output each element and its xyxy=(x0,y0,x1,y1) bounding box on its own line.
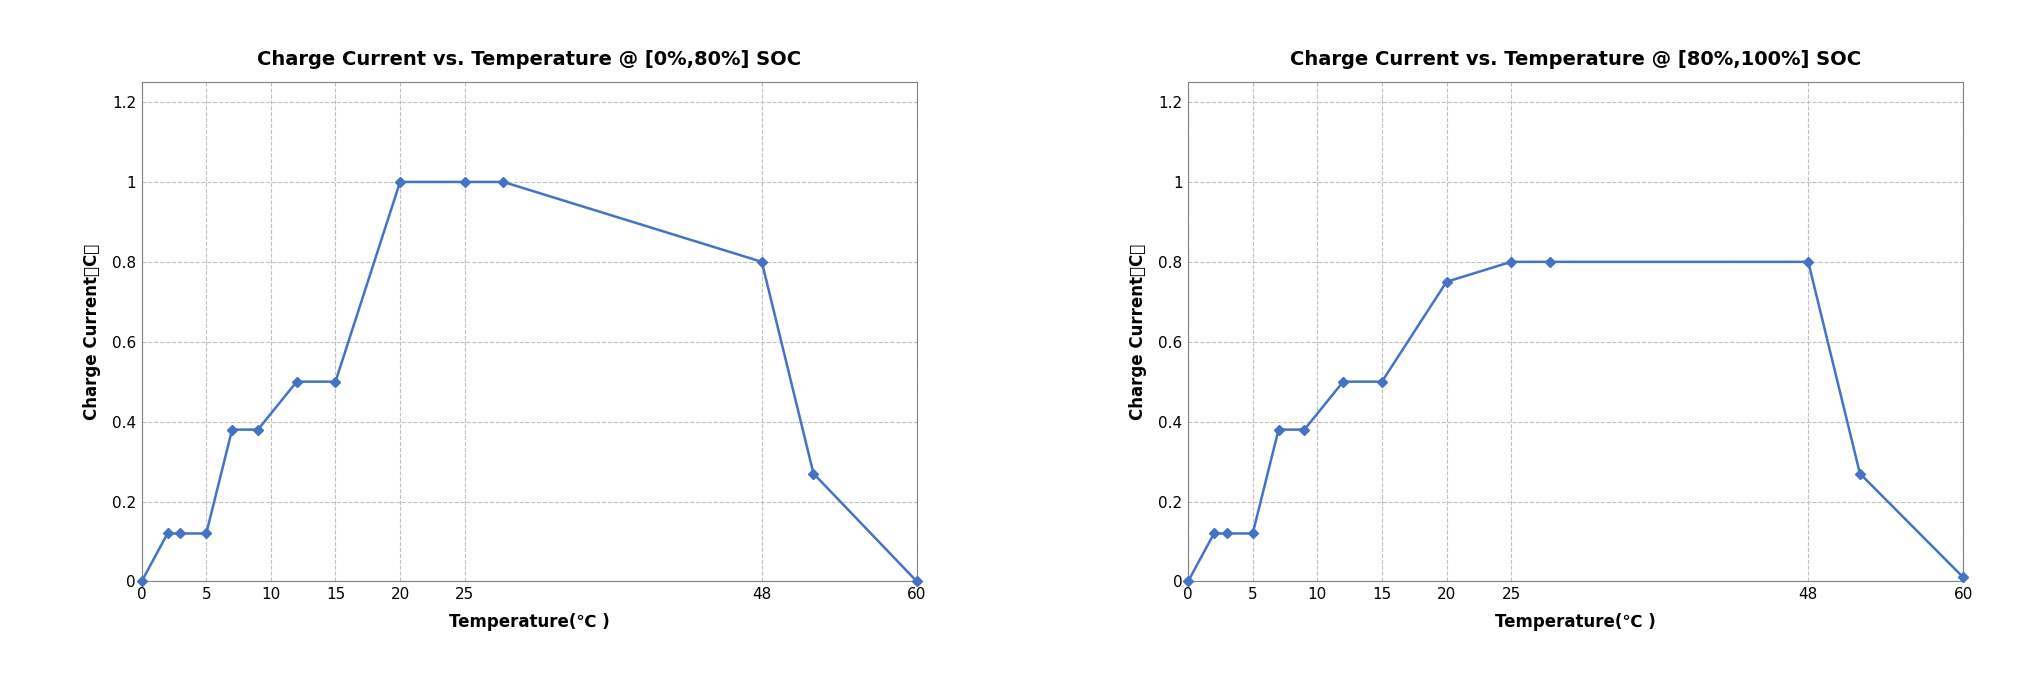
X-axis label: Temperature(℃ ): Temperature(℃ ) xyxy=(449,613,609,631)
Title: Charge Current vs. Temperature @ [80%,100%] SOC: Charge Current vs. Temperature @ [80%,10… xyxy=(1289,51,1861,69)
Y-axis label: Charge Current（C）: Charge Current（C） xyxy=(1129,244,1147,420)
X-axis label: Temperature(℃ ): Temperature(℃ ) xyxy=(1495,613,1655,631)
Title: Charge Current vs. Temperature @ [0%,80%] SOC: Charge Current vs. Temperature @ [0%,80%… xyxy=(257,51,801,69)
Y-axis label: Charge Current（C）: Charge Current（C） xyxy=(83,244,101,420)
